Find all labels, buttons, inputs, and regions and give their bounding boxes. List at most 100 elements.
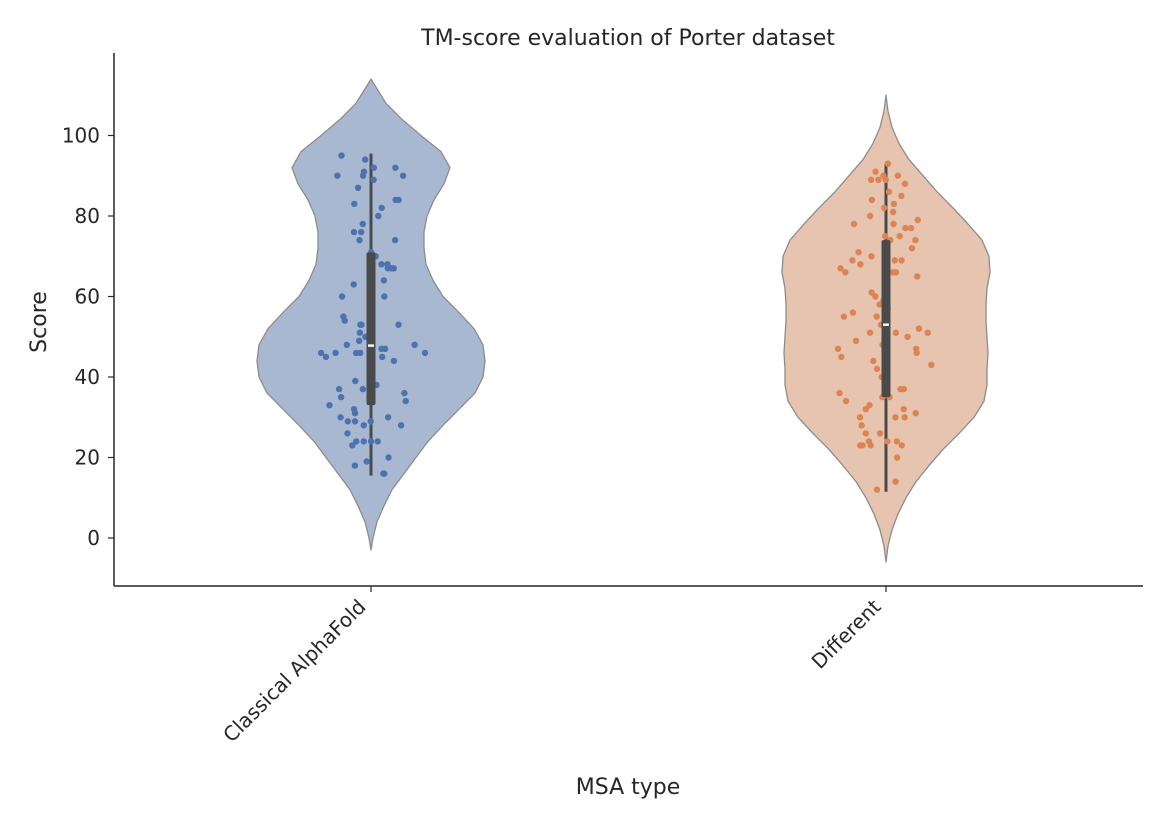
data-point <box>870 357 877 365</box>
data-point <box>370 164 377 171</box>
data-point <box>892 269 900 276</box>
data-point <box>849 309 857 316</box>
data-point <box>904 333 911 340</box>
data-point <box>370 176 377 183</box>
data-point <box>356 329 363 336</box>
data-point <box>872 293 879 300</box>
data-point <box>384 261 391 268</box>
data-point <box>836 389 843 397</box>
y-tick-label: 40 <box>75 365 100 389</box>
data-point <box>912 236 919 244</box>
data-point <box>350 281 357 288</box>
data-point <box>322 353 330 361</box>
data-point <box>893 438 900 445</box>
data-point <box>898 257 905 264</box>
data-point <box>892 478 899 485</box>
data-point <box>402 397 409 405</box>
data-point <box>352 349 360 357</box>
data-point <box>363 458 370 465</box>
tick-labels: Classical AlphaFold Different 0 20 40 60 80 100 <box>62 124 887 747</box>
data-point <box>890 200 898 208</box>
data-point <box>875 176 882 183</box>
data-point <box>866 402 873 409</box>
data-point <box>868 253 875 260</box>
data-point <box>892 414 899 421</box>
median-marker <box>368 344 374 347</box>
data-point <box>901 180 909 187</box>
iqr-box <box>366 252 376 406</box>
data-point <box>358 228 365 236</box>
y-axis-label: Score <box>27 291 52 353</box>
data-point <box>842 269 849 276</box>
data-point <box>379 353 386 361</box>
data-point <box>350 228 358 236</box>
data-point <box>834 345 842 352</box>
data-point <box>385 454 392 461</box>
data-point <box>354 184 362 191</box>
chart-title: TM-score evaluation of Porter dataset <box>420 26 835 51</box>
data-point <box>858 422 865 429</box>
data-point <box>857 261 864 268</box>
data-point <box>873 486 881 493</box>
data-point <box>351 462 359 469</box>
data-point <box>351 200 358 208</box>
data-point <box>381 293 388 300</box>
data-point <box>378 345 385 352</box>
data-point <box>868 196 876 204</box>
data-point <box>891 257 898 264</box>
data-point <box>356 236 363 244</box>
data-point <box>399 172 407 179</box>
data-point <box>360 422 367 429</box>
data-point <box>840 313 848 320</box>
data-point <box>401 389 408 397</box>
data-point <box>837 265 844 272</box>
data-point <box>360 438 367 445</box>
data-point <box>388 265 395 272</box>
data-point <box>395 321 402 328</box>
data-point <box>898 442 905 449</box>
data-point <box>873 313 880 320</box>
data-point <box>390 357 398 365</box>
data-point <box>914 273 921 280</box>
data-point <box>391 236 399 244</box>
data-point <box>395 196 402 204</box>
y-tick-label: 60 <box>75 285 100 309</box>
data-point <box>865 438 873 445</box>
data-point <box>378 204 385 212</box>
data-point <box>890 220 897 228</box>
iqr-box <box>881 240 891 398</box>
data-point <box>374 438 381 445</box>
data-point <box>928 361 935 369</box>
data-point <box>892 329 899 336</box>
data-point <box>332 349 339 357</box>
x-tick-label: Classical AlphaFold <box>218 595 370 747</box>
data-point <box>867 212 874 220</box>
data-point <box>884 438 891 445</box>
plot-area <box>256 78 991 563</box>
data-point <box>900 406 907 413</box>
data-point <box>893 454 901 461</box>
data-point <box>885 188 893 195</box>
data-point <box>900 385 908 393</box>
data-point <box>392 164 399 171</box>
y-tick-label: 80 <box>75 204 100 228</box>
x-axis-label: MSA type <box>576 775 681 800</box>
data-point <box>838 353 845 361</box>
median-marker <box>883 323 889 326</box>
data-point <box>352 377 359 385</box>
x-tick-label: Different <box>807 594 886 673</box>
data-point <box>850 220 858 228</box>
data-point <box>326 402 333 409</box>
data-point <box>842 397 850 405</box>
data-point <box>914 216 921 224</box>
data-point <box>924 329 931 336</box>
data-point <box>866 329 874 336</box>
data-point <box>384 414 392 421</box>
data-point <box>855 249 862 256</box>
data-point <box>902 224 909 232</box>
data-point <box>367 438 375 445</box>
data-point <box>915 325 923 332</box>
data-point <box>360 168 368 175</box>
data-point <box>862 430 869 437</box>
data-point <box>912 410 919 417</box>
